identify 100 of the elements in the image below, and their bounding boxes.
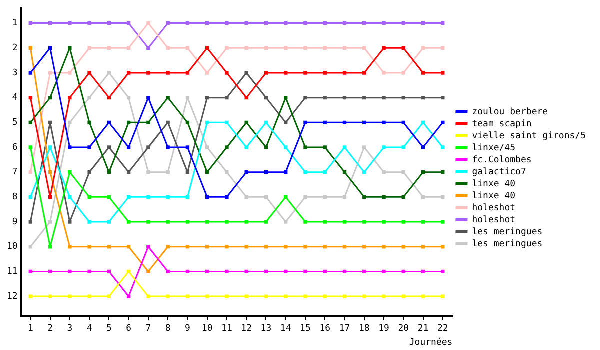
point bbox=[146, 270, 150, 274]
point bbox=[186, 270, 190, 274]
point bbox=[284, 294, 288, 298]
point bbox=[362, 270, 366, 274]
point bbox=[28, 46, 32, 50]
legend-label: linxe 40 bbox=[472, 179, 516, 190]
point bbox=[48, 120, 52, 124]
point bbox=[146, 170, 150, 174]
point bbox=[402, 195, 406, 200]
point bbox=[264, 96, 268, 100]
point bbox=[186, 195, 190, 200]
point bbox=[342, 96, 347, 100]
point bbox=[68, 46, 72, 50]
point bbox=[88, 270, 92, 274]
point bbox=[166, 120, 170, 124]
point bbox=[304, 195, 308, 200]
point bbox=[441, 71, 445, 75]
point bbox=[205, 294, 210, 298]
x-tick-label: 22 bbox=[437, 324, 448, 334]
point bbox=[166, 21, 170, 26]
point bbox=[225, 220, 229, 224]
point bbox=[28, 245, 32, 249]
legend-label: holeshot bbox=[472, 215, 516, 226]
point bbox=[28, 71, 32, 75]
point bbox=[244, 21, 248, 26]
point bbox=[402, 270, 406, 274]
point bbox=[284, 96, 288, 100]
point bbox=[342, 71, 347, 75]
y-tick-label: 1 bbox=[12, 18, 18, 29]
point bbox=[342, 170, 347, 174]
x-tick-label: 14 bbox=[280, 324, 292, 334]
point bbox=[304, 245, 308, 249]
legend-label: linxe 40 bbox=[472, 191, 516, 202]
point bbox=[205, 146, 210, 150]
point bbox=[342, 21, 347, 26]
point bbox=[146, 120, 150, 124]
point bbox=[382, 120, 386, 124]
point bbox=[107, 71, 112, 75]
point bbox=[28, 270, 32, 274]
point bbox=[264, 71, 268, 75]
point bbox=[68, 71, 72, 75]
point bbox=[323, 245, 327, 249]
point bbox=[186, 294, 190, 298]
point bbox=[441, 245, 445, 249]
point bbox=[48, 220, 52, 224]
point bbox=[88, 195, 92, 200]
point bbox=[323, 170, 327, 174]
point bbox=[362, 195, 366, 200]
point bbox=[382, 170, 386, 174]
legend-label: zoulou berbere bbox=[472, 107, 548, 118]
point bbox=[323, 46, 327, 50]
point bbox=[304, 220, 308, 224]
point bbox=[402, 46, 406, 50]
x-tick-label: 10 bbox=[202, 324, 213, 334]
point bbox=[205, 96, 210, 100]
point bbox=[304, 270, 308, 274]
point bbox=[304, 294, 308, 298]
point bbox=[107, 96, 112, 100]
point bbox=[441, 21, 445, 26]
point bbox=[402, 294, 406, 298]
y-tick-label: 9 bbox=[12, 217, 18, 228]
point bbox=[342, 120, 347, 124]
point bbox=[284, 46, 288, 50]
point bbox=[186, 46, 190, 50]
x-tick-label: 4 bbox=[86, 324, 92, 334]
point bbox=[166, 146, 170, 150]
point bbox=[28, 195, 32, 200]
point bbox=[284, 71, 288, 75]
point bbox=[244, 220, 248, 224]
point bbox=[402, 245, 406, 249]
point bbox=[166, 294, 170, 298]
point bbox=[107, 270, 112, 274]
point bbox=[304, 46, 308, 50]
point bbox=[225, 120, 229, 124]
point bbox=[264, 195, 268, 200]
point bbox=[166, 245, 170, 249]
point bbox=[225, 195, 229, 200]
y-tick-label: 4 bbox=[12, 93, 18, 104]
point bbox=[421, 96, 426, 100]
point bbox=[88, 96, 92, 100]
y-tick-label: 11 bbox=[6, 267, 18, 278]
point bbox=[126, 245, 131, 249]
point bbox=[225, 170, 229, 174]
point bbox=[382, 220, 386, 224]
point bbox=[68, 195, 72, 200]
point bbox=[323, 294, 327, 298]
point bbox=[362, 21, 366, 26]
x-tick-label: 16 bbox=[320, 324, 331, 334]
point bbox=[88, 220, 92, 224]
point bbox=[68, 245, 72, 249]
point bbox=[107, 170, 112, 174]
point bbox=[382, 46, 386, 50]
point bbox=[342, 220, 347, 224]
point bbox=[244, 46, 248, 50]
point bbox=[362, 46, 366, 50]
x-tick-label: 7 bbox=[146, 324, 152, 334]
x-tick-label: 20 bbox=[398, 324, 410, 334]
x-axis-title: Journées bbox=[409, 336, 453, 348]
point bbox=[244, 195, 248, 200]
point bbox=[88, 46, 92, 50]
